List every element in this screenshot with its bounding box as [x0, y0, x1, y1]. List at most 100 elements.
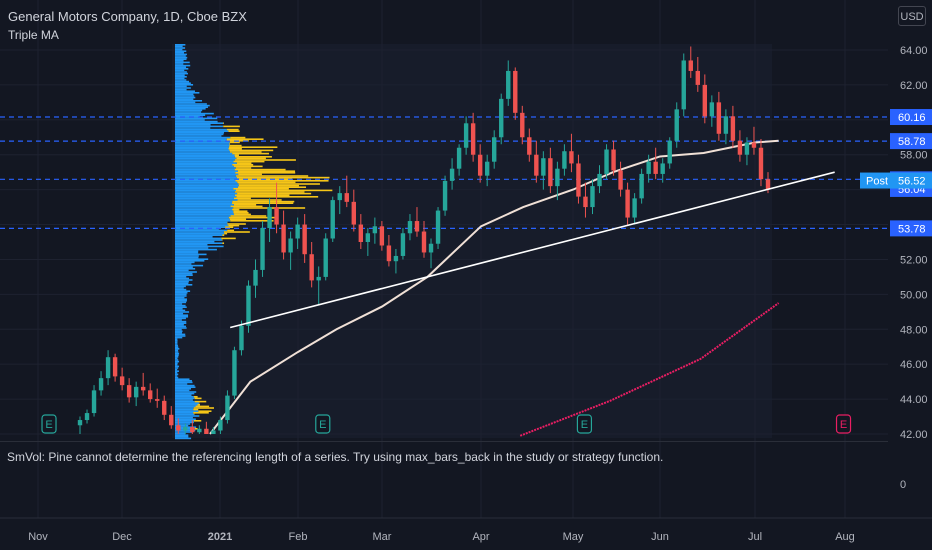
time-tick-label: Jun [651, 531, 669, 543]
earnings-marker[interactable]: E [315, 414, 331, 434]
price-axis[interactable]: 64.00 62.00 58.00 52.00 50.00 48.00 46.00 44.00… [860, 0, 932, 550]
earnings-badge[interactable] [315, 414, 331, 434]
price-level-tag[interactable] [890, 109, 932, 126]
vp-row-outside [232, 202, 294, 204]
vp-row-value [175, 106, 208, 108]
vp-row-value [175, 349, 179, 352]
vp-row-outside [228, 146, 278, 148]
time-axis[interactable]: Nov Dec 2021 Feb Mar Apr May Jun Jul Aug [0, 517, 932, 543]
earnings-badge[interactable] [41, 414, 57, 434]
vp-row-value [175, 432, 186, 435]
earnings-marker[interactable]: E [576, 414, 593, 434]
vp-row-value [175, 357, 178, 360]
indicator-legend[interactable]: Triple MA [8, 28, 59, 42]
vp-row-value [175, 327, 187, 329]
candle-body [477, 154, 483, 176]
vp-row-value [175, 298, 187, 300]
vp-row-value [175, 437, 192, 440]
vp-row-value [175, 170, 238, 172]
candle-body [751, 142, 757, 148]
vp-row-value [175, 47, 186, 49]
vp-row-value [175, 226, 226, 228]
vp-row-value [175, 151, 230, 153]
vp-row-value [175, 66, 187, 68]
candle-body [295, 224, 300, 239]
vp-row-value [175, 53, 187, 56]
vp-row-value [175, 365, 180, 368]
candle-body [281, 224, 286, 253]
vp-row-value [175, 303, 183, 305]
vp-row-value [175, 52, 185, 54]
vp-row-outside [235, 175, 309, 177]
vp-row-value [175, 135, 222, 137]
vp-row-value [175, 74, 185, 76]
vp-row-value [175, 389, 190, 392]
time-tick-label: 2021 [208, 531, 232, 543]
vp-row-value [175, 213, 235, 216]
vp-row-value [175, 175, 236, 177]
candle-body [274, 207, 279, 225]
vp-row-value [175, 416, 193, 419]
earnings-badge[interactable] [835, 414, 852, 434]
vp-row-outside [234, 156, 272, 158]
candle-body [414, 221, 420, 232]
price-level-tag[interactable] [890, 220, 932, 237]
earnings-marker[interactable]: E [835, 414, 852, 434]
candle-body [358, 224, 364, 242]
pane-divider[interactable] [0, 441, 888, 442]
post-market-price-tag[interactable] [890, 172, 932, 189]
time-tick-label: May [563, 531, 584, 543]
vp-row-outside [225, 226, 234, 228]
candle-body [597, 173, 602, 187]
vp-row-value [175, 88, 187, 91]
trendline[interactable] [229, 171, 835, 329]
vp-row-value [175, 79, 187, 81]
vp-row-value [175, 413, 195, 416]
vp-row-value [175, 253, 207, 256]
trendline-path[interactable] [229, 171, 835, 329]
vp-row-outside [229, 218, 247, 220]
vp-row-value [175, 56, 188, 59]
candle-body [618, 170, 623, 190]
vp-row-value [175, 269, 189, 272]
vp-row-value [175, 346, 179, 348]
vp-row-value [175, 95, 195, 97]
ma-slow-line [209, 139, 779, 435]
vp-row-outside [229, 141, 240, 144]
vp-row-value [175, 341, 178, 344]
symbol-legend[interactable]: General Motors Company, 1D, Cboe BZX [8, 9, 247, 24]
vp-row-outside [236, 196, 319, 198]
candle-body [730, 116, 736, 141]
earnings-marker[interactable]: E [41, 414, 57, 434]
vp-row-outside [197, 404, 201, 406]
vp-row-value [175, 364, 178, 366]
vp-row-value [175, 388, 192, 390]
vp-row-value [175, 421, 194, 424]
vp-row-outside [236, 162, 252, 164]
vp-row-value [175, 141, 230, 144]
price-level-tag[interactable] [890, 133, 932, 150]
currency-button[interactable]: USD [898, 6, 926, 26]
price-level-tag-text: 58.78 [898, 136, 926, 148]
vp-row-value [175, 266, 193, 268]
candle-body [351, 201, 356, 225]
vp-row-value [175, 276, 187, 278]
vp-row-outside [226, 128, 239, 131]
post-market-badge[interactable] [860, 172, 890, 189]
vp-row-value [175, 168, 235, 171]
vp-row-value [175, 96, 196, 99]
candle-body [548, 158, 553, 187]
candle-body [576, 163, 581, 197]
candle-body [709, 102, 715, 117]
candle-body [91, 390, 97, 414]
candle-body [555, 168, 560, 187]
candle-body [232, 350, 237, 396]
vp-row-outside [234, 213, 251, 216]
earnings-label: E [319, 419, 326, 431]
vp-row-value [175, 122, 224, 124]
candle-body [323, 238, 328, 277]
earnings-badge[interactable] [576, 414, 593, 434]
vp-row-value [175, 199, 238, 201]
